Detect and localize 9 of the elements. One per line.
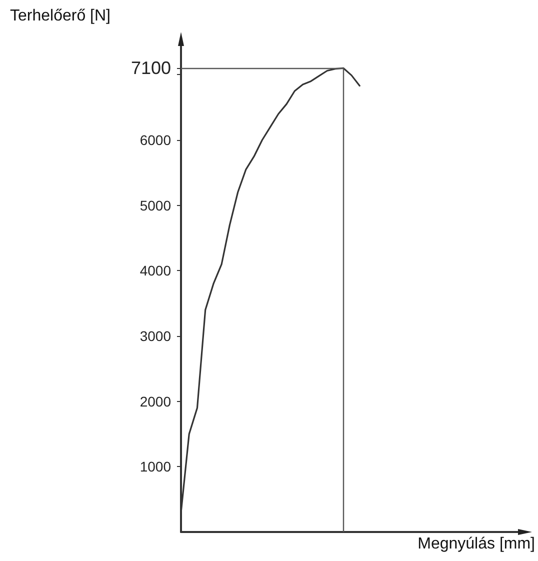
x-axis-title: Megnyúlás [mm] (418, 536, 536, 552)
y-tick-label: 1000 (140, 458, 172, 475)
y-tick-label: 4000 (140, 262, 172, 279)
y-tick-label: 6000 (140, 132, 172, 148)
y-tick-label: 2000 (140, 393, 172, 410)
y-tick-label: 7100 (130, 58, 171, 78)
y-tick-label: 5000 (140, 197, 172, 214)
y-axis-title: Terhelőerő [N] (10, 8, 110, 24)
y-tick-label: 3000 (140, 328, 172, 344)
